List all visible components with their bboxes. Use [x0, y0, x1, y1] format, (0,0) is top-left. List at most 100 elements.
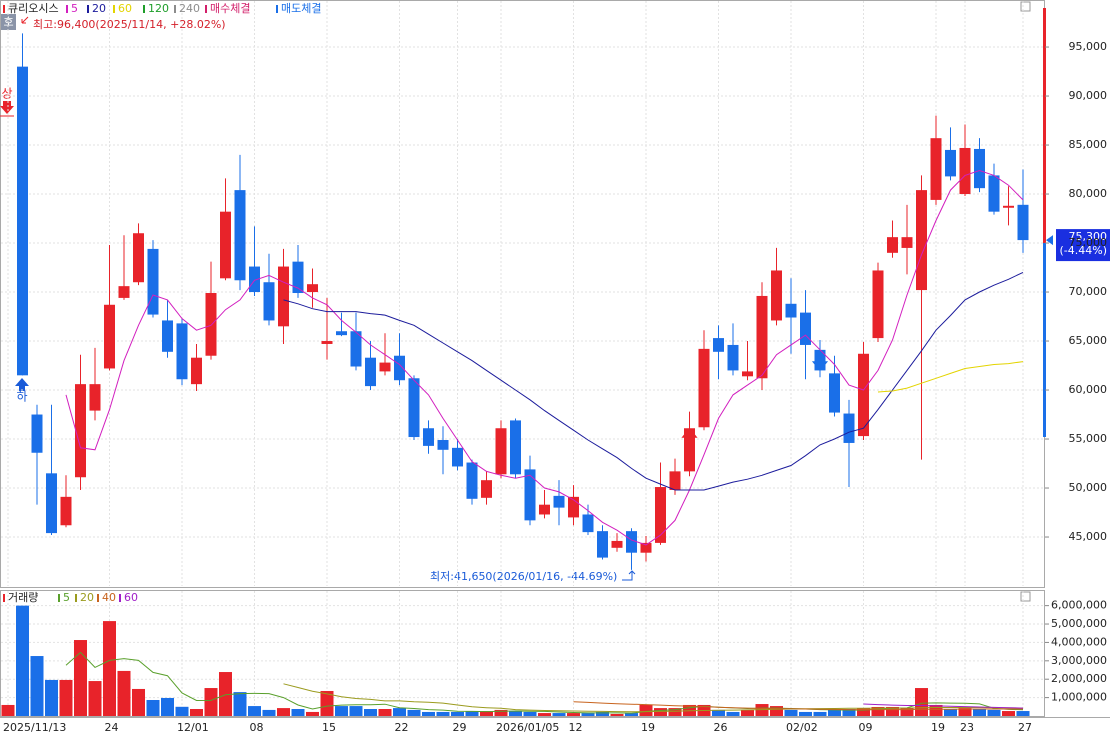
legend-label: 거래량 [8, 591, 38, 604]
x-tick-label: 15 [322, 721, 336, 734]
volume-bar [741, 709, 754, 716]
candle-body [959, 147, 971, 195]
x-tick-label: 2025/11/13 [3, 721, 66, 734]
volume-bar [103, 621, 116, 716]
volume-bar [799, 711, 812, 716]
last-price-pointer [1046, 235, 1053, 246]
legend-label: 20 [80, 591, 94, 604]
candle-body [916, 190, 927, 291]
volume-bar [581, 713, 595, 716]
candle-body [46, 473, 57, 534]
range-bar-down [1043, 243, 1046, 437]
x-tick-label: 26 [714, 721, 728, 734]
volume-bar [494, 709, 508, 716]
volume-bar [900, 708, 914, 716]
volume-bar [117, 670, 131, 716]
volume-bar [509, 711, 522, 716]
y-tick-label: 70,000 [1069, 285, 1108, 298]
y-tick-label: 50,000 [1069, 481, 1108, 494]
legend-label: 20 [92, 2, 106, 15]
volume-bar [654, 708, 667, 716]
candle-body [510, 420, 521, 475]
ma-line [877, 361, 1024, 393]
candle-body [452, 447, 463, 467]
candle-body [829, 373, 840, 413]
volume-bar [784, 709, 798, 716]
y-tick-label: 2,000,000 [1051, 672, 1107, 685]
volume-bar [915, 688, 928, 716]
candle-body [669, 471, 681, 490]
y-tick-label: 65,000 [1069, 334, 1108, 347]
last-price-box: 75,300 (-4.44%) [1046, 229, 1110, 262]
candle-body [1017, 204, 1029, 241]
candle-body [31, 414, 43, 453]
candle-body [626, 531, 637, 553]
candle-body [176, 323, 188, 380]
x-tick-label: 12/01 [177, 721, 209, 734]
candle-body [814, 349, 826, 371]
volume-bar [88, 681, 102, 716]
candle-body [365, 357, 376, 387]
volume-bar [291, 709, 305, 716]
candle-body [611, 540, 623, 548]
volume-bar [1002, 711, 1015, 716]
candle-body [785, 303, 797, 318]
candle-body [307, 284, 318, 293]
volume-bar [625, 713, 638, 716]
volume-bar [74, 640, 87, 716]
volume-bar [712, 709, 725, 716]
pane-button[interactable] [1020, 1, 1031, 12]
volume-bar [987, 709, 1001, 716]
volume-bar [407, 709, 421, 716]
candle-body [423, 428, 434, 446]
candle-body [553, 495, 565, 508]
candle-body [640, 542, 652, 553]
upper-limit-label: 상 [1, 87, 12, 101]
volume-bar [132, 688, 145, 716]
candle-body [872, 270, 884, 339]
volume-bar [59, 679, 73, 716]
ma-line [283, 683, 1024, 713]
pane-button[interactable] [1020, 591, 1031, 602]
upper-limit-arrow-stem [3, 101, 11, 106]
x-tick-label: 02/02 [786, 721, 818, 734]
candle-body [118, 286, 130, 298]
volume-bar [190, 709, 203, 716]
candle-body [1003, 205, 1014, 208]
candle-body [582, 514, 594, 533]
ma-line [573, 701, 1023, 711]
volume-bar [973, 709, 986, 716]
volume-bar [219, 672, 232, 716]
legend-label: 5 [71, 2, 78, 15]
candle-body [901, 237, 913, 248]
legend-swatch [205, 5, 207, 13]
volume-bar [146, 699, 160, 716]
candle-body [234, 190, 246, 281]
volume-bar [567, 713, 580, 716]
volume-bar [871, 706, 885, 716]
volume-bar [248, 706, 261, 716]
candle-body [771, 270, 782, 321]
legend-swatch [143, 5, 145, 13]
legend-swatch [87, 5, 89, 13]
volume-bar [451, 711, 464, 716]
y-tick-label: 45,000 [1069, 530, 1108, 543]
candle-body [408, 378, 420, 438]
legend-label: 5 [63, 591, 70, 604]
volume-bar [204, 688, 218, 716]
max-annotation: 최고:96,400(2025/11/14, +28.02%) [33, 18, 226, 31]
legend-swatch [75, 594, 77, 602]
x-tick-label: 24 [105, 721, 119, 734]
volume-bar [770, 706, 783, 716]
legend-label: 매수체결 [210, 2, 250, 15]
x-tick-label: 09 [859, 721, 873, 734]
x-tick-label: 08 [250, 721, 264, 734]
ma-line [65, 169, 1024, 546]
candle-body [988, 175, 1000, 212]
y-tick-label: 3,000,000 [1051, 654, 1107, 667]
legend-swatch [174, 5, 176, 13]
legend-swatch [276, 5, 278, 13]
legend-swatch [3, 594, 5, 602]
volume-bar [233, 692, 247, 716]
